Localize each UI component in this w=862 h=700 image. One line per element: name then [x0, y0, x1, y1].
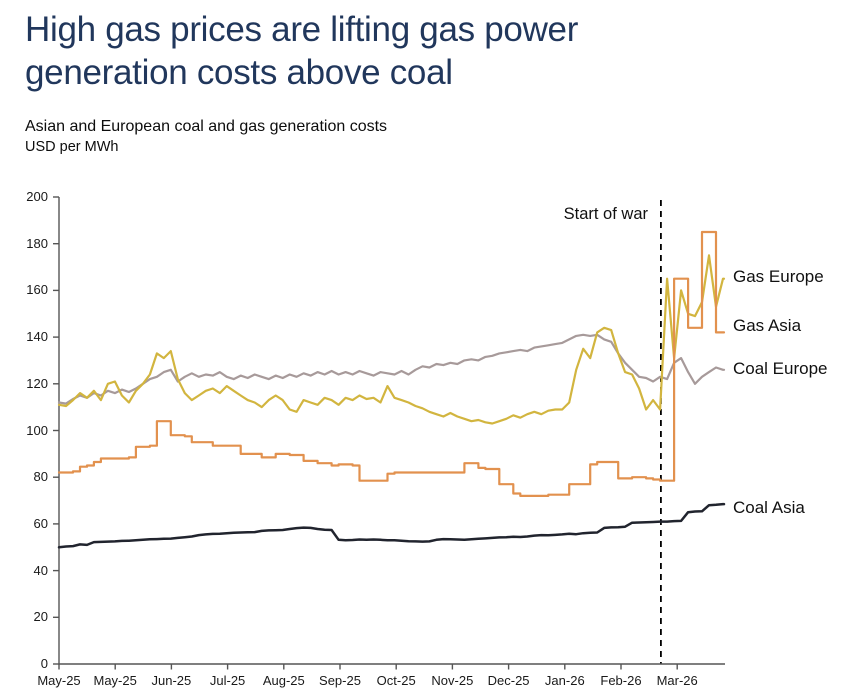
page-title: High gas prices are lifting gas power ge… [25, 8, 578, 94]
y-tick-label: 140 [26, 329, 48, 345]
x-tick-label: May-25 [93, 673, 137, 688]
series-line-gas-europe [57, 254, 726, 425]
series-label-gas-asia: Gas Asia [733, 316, 802, 336]
axis-lines [58, 197, 725, 665]
y-tick-label: 100 [26, 422, 48, 438]
page-title-line1: High gas prices are lifting gas power [25, 10, 579, 49]
x-tick-label: Mar-26 [656, 673, 698, 688]
x-tick-label: Dec-25 [487, 673, 530, 688]
x-tick-label: Jul-25 [209, 673, 246, 688]
x-tick-label: Oct-25 [376, 673, 416, 688]
x-tick-label: Sep-25 [319, 673, 361, 688]
x-tick-label: Jan-26 [544, 673, 585, 688]
x-tick-label: Feb-26 [600, 673, 642, 688]
x-tick-label: May-25 [37, 673, 81, 688]
y-tick-label: 200 [26, 189, 48, 204]
y-tick-label: 20 [33, 609, 48, 625]
series-label-coal-asia: Coal Asia [733, 498, 805, 518]
series-label-gas-europe: Gas Europe [733, 267, 824, 287]
y-tick-label: 60 [33, 515, 48, 531]
x-tick-label: Jun-25 [151, 673, 192, 688]
series-line-coal-asia [57, 502, 726, 549]
y-tick-label: 160 [26, 282, 48, 298]
series-label-coal-europe: Coal Europe [733, 359, 828, 379]
series-line-gas-asia [57, 230, 726, 497]
x-tick-label: Nov-25 [431, 673, 474, 688]
war-annotation-label: Start of war [563, 205, 648, 223]
page-title-line2: generation costs above coal [25, 53, 453, 92]
y-tick-label: 0 [40, 656, 48, 671]
chart-unit-label: USD per MWh [25, 139, 119, 155]
y-tick-label: 120 [26, 375, 48, 391]
y-tick-label: 180 [26, 235, 48, 251]
chart-subtitle: Asian and European coal and gas generati… [25, 118, 388, 135]
y-tick-label: 80 [33, 469, 48, 485]
y-tick-label: 40 [33, 562, 48, 578]
x-tick-label: Aug-25 [262, 673, 305, 688]
